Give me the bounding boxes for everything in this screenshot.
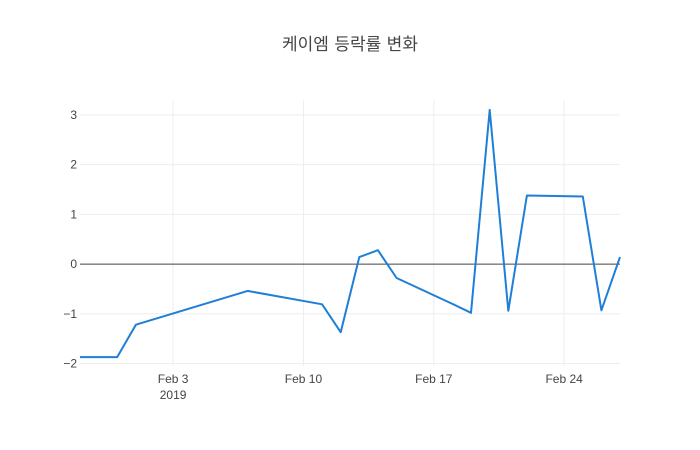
- y-axis-ticks: 3 2 1 0 −1 −2: [63, 108, 77, 371]
- y-tick-label: −1: [63, 307, 77, 321]
- x-tick-label: Feb 17: [415, 372, 453, 386]
- series-line: [80, 108, 621, 359]
- y-tick-label: 3: [70, 108, 77, 122]
- x-axis-ticks: Feb 3 2019 Feb 10 Feb 17 Feb 24: [158, 372, 583, 402]
- x-tick-sublabel: 2019: [160, 388, 187, 402]
- y-tick-label: 1: [70, 207, 77, 221]
- x-tick-label: Feb 24: [545, 372, 583, 386]
- x-gridlines: [172, 100, 565, 366]
- y-tick-label: 0: [70, 257, 77, 271]
- y-tick-label: 2: [70, 158, 77, 172]
- y-gridlines: [80, 114, 620, 365]
- chart-title: 케이엠 등락률 변화: [282, 35, 418, 55]
- series-group: [80, 108, 621, 359]
- x-tick-label: Feb 3: [158, 372, 189, 386]
- y-tick-label: −2: [63, 357, 77, 371]
- x-tick-label: Feb 10: [285, 372, 323, 386]
